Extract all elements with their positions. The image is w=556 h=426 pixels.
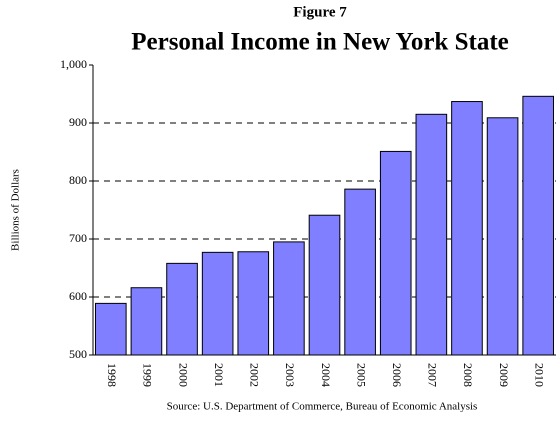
x-tick-label: 1999 xyxy=(141,363,155,387)
x-tick-label: 2009 xyxy=(497,363,511,387)
bar xyxy=(130,287,163,356)
chart-title: Personal Income in New York State xyxy=(131,29,509,56)
y-tick-label: 900 xyxy=(69,115,87,129)
x-tick-label: 2003 xyxy=(283,363,297,387)
x-tick-label: 2004 xyxy=(319,363,333,387)
bar xyxy=(344,188,376,356)
y-tick-label: 700 xyxy=(69,231,87,245)
x-tick-label: 2005 xyxy=(354,363,368,387)
x-tick-label: 2001 xyxy=(212,363,226,387)
source-note: Source: U.S. Department of Commerce, Bur… xyxy=(167,401,478,413)
y-tick-label: 600 xyxy=(69,289,87,303)
bar xyxy=(486,117,519,356)
x-tick-label: 2007 xyxy=(426,363,440,387)
bar xyxy=(201,251,234,356)
bar xyxy=(379,150,412,356)
bar xyxy=(166,262,198,356)
bar xyxy=(308,214,341,356)
y-tick-label: 1,000 xyxy=(60,57,87,71)
x-tick-label: 2002 xyxy=(248,363,262,387)
y-tick-label: 500 xyxy=(69,347,87,361)
bar xyxy=(237,251,270,356)
bar xyxy=(451,101,483,356)
y-tick-label: 800 xyxy=(69,173,87,187)
bar xyxy=(415,113,448,356)
x-tick-label: 2006 xyxy=(390,363,404,387)
x-tick-label: 2000 xyxy=(176,363,190,387)
bar xyxy=(522,95,555,356)
chart-supertitle: Figure 7 xyxy=(293,4,347,20)
y-axis-label: Billions of Dollars xyxy=(10,169,22,251)
bar xyxy=(273,241,305,356)
x-tick-label: 2008 xyxy=(461,363,475,387)
bar xyxy=(94,302,127,356)
x-tick-label: 1998 xyxy=(105,363,119,387)
x-tick-label: 2010 xyxy=(532,363,546,387)
